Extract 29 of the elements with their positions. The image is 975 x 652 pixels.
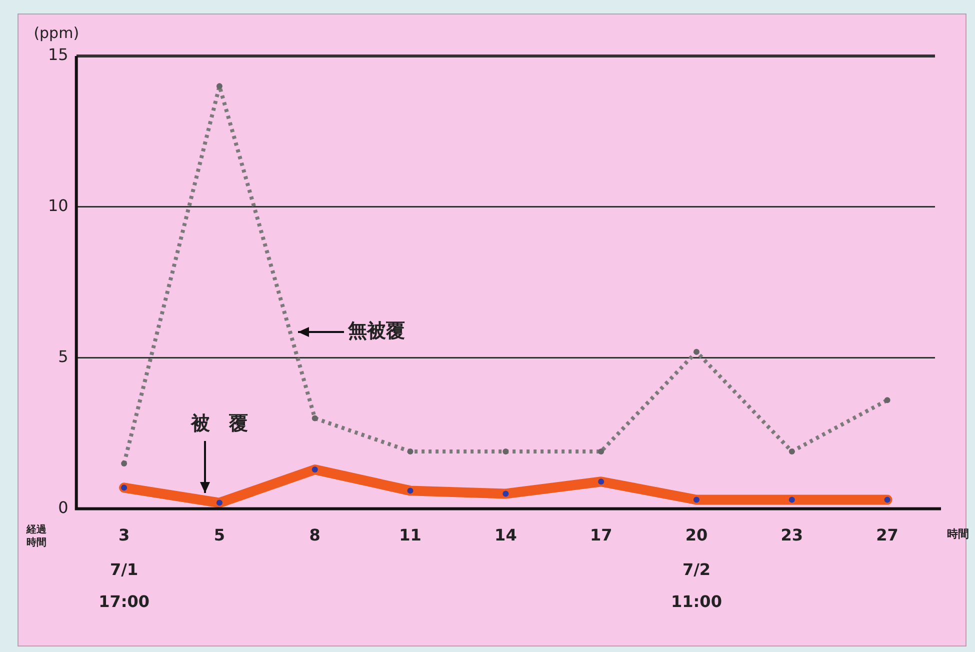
y-axis-title: (ppm) — [34, 24, 80, 42]
point — [502, 448, 509, 454]
x-tick-label: 11 — [399, 526, 422, 545]
y-tick-label: 5 — [58, 347, 68, 366]
point — [121, 460, 128, 467]
y-tick-label: 15 — [48, 45, 68, 64]
x-tick-label: 14 — [494, 526, 517, 545]
x-tick-label: 5 — [214, 526, 226, 545]
text: 7/1 17:00 — [98, 560, 150, 611]
text: 被 覆 — [190, 412, 248, 435]
point — [407, 448, 414, 454]
x-tick-label: 23 — [780, 526, 804, 545]
x-axis-title: 時間 — [947, 528, 969, 541]
x-tick-label: 17 — [590, 526, 612, 545]
text: 経過時間 — [25, 523, 48, 548]
text: 無被覆 — [347, 320, 406, 342]
x-tick-label: 20 — [685, 526, 708, 545]
point — [312, 415, 318, 422]
y-tick-label: 0 — [58, 498, 68, 517]
x-tick-label: 3 — [118, 526, 130, 545]
x-tick-label: 27 — [876, 526, 898, 545]
x-tick-label: 8 — [309, 526, 320, 545]
point — [598, 448, 604, 454]
point — [884, 397, 890, 404]
point — [216, 83, 222, 90]
text: 7/2 11:00 — [671, 560, 722, 611]
point — [693, 348, 700, 355]
y-tick-label: 10 — [48, 196, 68, 216]
point — [788, 448, 795, 454]
